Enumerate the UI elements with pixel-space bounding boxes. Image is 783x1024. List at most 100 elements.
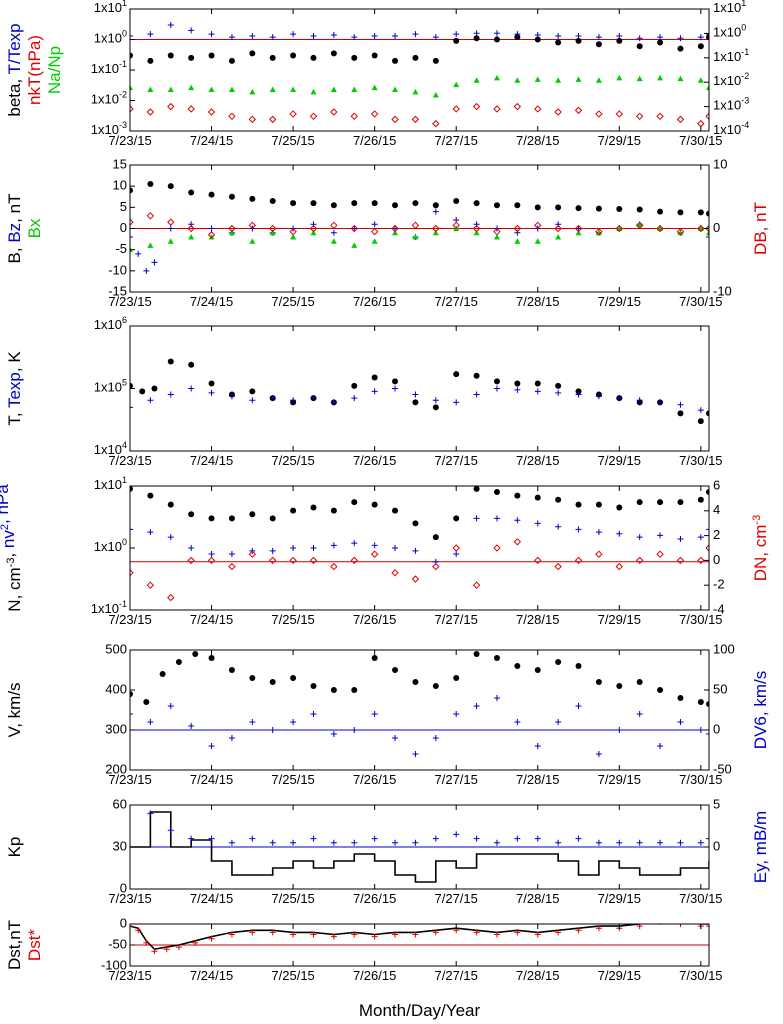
data-point: [310, 545, 317, 551]
data-point: [432, 397, 439, 404]
data-point: [636, 499, 643, 506]
x-tick-label: 7/25/15: [271, 968, 314, 983]
data-point: [575, 391, 582, 398]
panel-p7: 7/23/15 7/24/15 7/25/15 7/26/15 7/27/15 7/28/…: [5, 915, 723, 983]
y-tick-label: 0: [120, 220, 127, 235]
data-point: [555, 929, 562, 936]
x-tick-label: 7/23/15: [108, 612, 151, 627]
y-tick-label: -10: [108, 262, 127, 277]
data-point: [595, 227, 603, 236]
data-point: [534, 835, 541, 842]
y-tick-label: 1x10-2: [91, 90, 127, 107]
x-tick-label: 7/28/15: [516, 294, 559, 309]
x-tick-label: 7/25/15: [271, 612, 314, 627]
data-point: [555, 39, 562, 46]
data-point: [269, 395, 276, 402]
data-point: [371, 655, 378, 661]
data-point: [130, 691, 133, 697]
data-point: [167, 238, 174, 244]
data-point: [392, 229, 399, 236]
data-point: [146, 108, 155, 116]
data-point: [677, 45, 684, 52]
data-point: [391, 224, 399, 233]
data-point: [392, 57, 399, 64]
y2-tick-label: 50: [713, 681, 727, 696]
data-point: [392, 202, 399, 209]
data-point: [412, 931, 419, 938]
data-point: [657, 39, 664, 46]
data-point: [574, 106, 583, 115]
data-point: [473, 30, 480, 37]
y-axis-label: B, Bz, nT: [5, 194, 24, 264]
data-point: [167, 21, 174, 28]
data-point: [453, 831, 460, 838]
data-point: [656, 224, 664, 233]
x-tick-label: 7/28/15: [516, 453, 559, 468]
data-point: [534, 931, 541, 938]
x-tick-label: 7/29/15: [598, 772, 641, 787]
data-point: [167, 102, 175, 111]
data-point: [208, 551, 215, 558]
data-point: [616, 37, 623, 44]
x-tick-label: 7/23/15: [108, 891, 151, 906]
x-tick-label: 7/25/15: [271, 133, 314, 148]
data-point: [555, 33, 562, 40]
data-point: [453, 31, 460, 38]
data-point: [207, 108, 216, 116]
panel-p6: 7/23/15 7/24/15 7/25/15 7/26/15 7/27/15 7/28/…: [5, 796, 770, 906]
data-point: [151, 948, 158, 955]
data-point: [697, 407, 704, 414]
data-point: [453, 371, 460, 378]
data-point: [351, 727, 358, 733]
data-point: [371, 238, 378, 244]
y-tick-label: 400: [105, 681, 127, 696]
series-group: [130, 651, 709, 757]
data-point: [188, 54, 195, 61]
data-point: [351, 200, 358, 207]
data-point: [473, 929, 480, 936]
data-point: [147, 492, 154, 499]
y-axis-label: N, cm-3, nv2, nPa: [0, 484, 24, 612]
data-point: [575, 33, 582, 40]
data-point: [453, 81, 460, 88]
data-point: [167, 501, 174, 508]
data-point: [432, 229, 439, 236]
data-point: [575, 37, 582, 44]
data-point: [351, 499, 358, 506]
x-tick-label: 7/24/15: [190, 133, 233, 148]
x-tick-label: 7/30/15: [679, 772, 722, 787]
data-point: [228, 193, 235, 200]
data-point: [636, 43, 643, 50]
y2-tick-label: 1x10-2: [713, 72, 749, 89]
x-tick-label: 7/30/15: [679, 453, 722, 468]
data-point: [534, 388, 541, 395]
data-point: [473, 651, 480, 657]
data-point: [187, 224, 195, 233]
data-point: [514, 77, 521, 83]
data-point: [534, 380, 541, 387]
data-point: [432, 404, 439, 411]
data-point: [130, 218, 134, 226]
data-point: [636, 397, 643, 404]
data-point: [616, 33, 623, 40]
data-point: [677, 410, 684, 417]
data-point: [310, 835, 317, 842]
x-tick-label: 7/23/15: [108, 294, 151, 309]
y-axis-label-3: Na/Np: [45, 46, 64, 94]
data-point: [657, 74, 664, 81]
data-point: [706, 731, 709, 737]
data-point: [208, 191, 215, 198]
data-point: [705, 112, 709, 121]
data-point: [208, 935, 215, 942]
data-point: [167, 358, 174, 365]
x-tick-label: 7/25/15: [271, 453, 314, 468]
data-point: [130, 711, 133, 717]
data-point: [147, 31, 154, 38]
data-point: [188, 361, 195, 368]
data-point: [249, 195, 256, 202]
data-point: [330, 50, 337, 57]
data-point: [473, 229, 480, 236]
data-point: [706, 835, 709, 842]
x-tick-label: 7/29/15: [598, 294, 641, 309]
